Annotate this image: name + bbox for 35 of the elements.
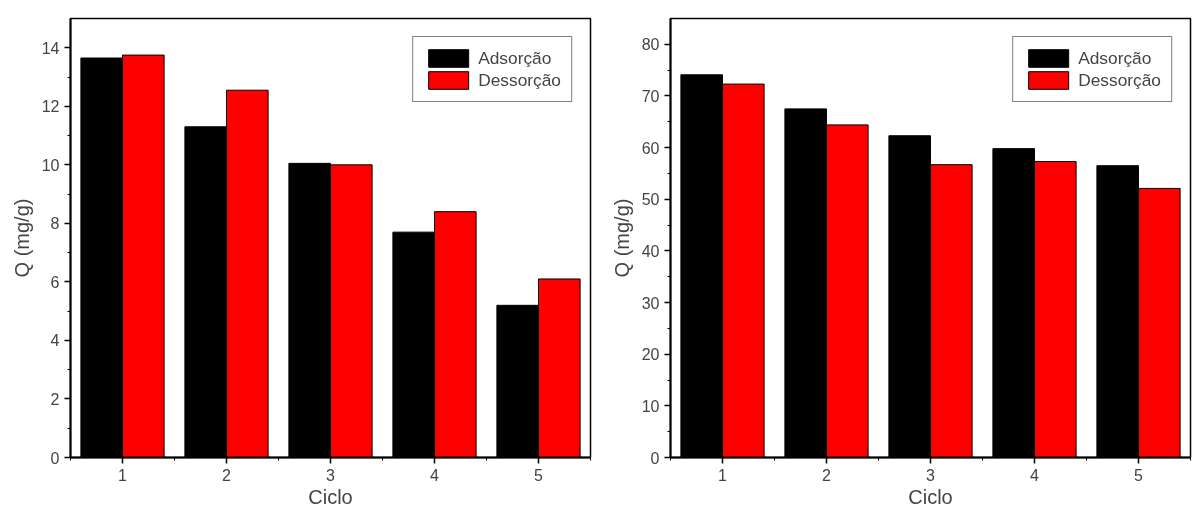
y-tick-label: 30 xyxy=(641,294,660,312)
x-tick-label: 2 xyxy=(822,466,832,484)
x-axis-title: Ciclo xyxy=(908,485,953,508)
x-tick-label: 4 xyxy=(1030,466,1040,484)
legend-label: Dessorção xyxy=(478,69,561,91)
y-tick-label: 80 xyxy=(641,36,660,54)
y-tick-label: 12 xyxy=(41,98,60,116)
y-tick-label: 4 xyxy=(50,332,60,350)
y-tick-label: 20 xyxy=(641,346,660,364)
y-tick-label: 10 xyxy=(641,397,660,415)
x-tick-label: 5 xyxy=(1134,466,1144,484)
y-tick-label: 6 xyxy=(50,273,60,291)
x-tick-label: 5 xyxy=(534,466,544,484)
x-axis-title: Ciclo xyxy=(308,485,353,508)
y-tick-label: 10 xyxy=(41,156,60,174)
legend-label: Adsorção xyxy=(478,47,552,69)
y-tick-label: 0 xyxy=(650,449,660,467)
x-tick-label: 1 xyxy=(118,466,128,484)
y-axis-title: Q (mg/g) xyxy=(610,198,633,278)
y-axis-title: Q (mg/g) xyxy=(10,198,33,278)
y-tick-label: 0 xyxy=(50,449,60,467)
x-tick-label: 4 xyxy=(430,466,440,484)
x-tick-label: 3 xyxy=(326,466,336,484)
y-tick-label: 50 xyxy=(641,191,660,209)
legend-label: Dessorção xyxy=(1078,69,1161,91)
y-tick-label: 14 xyxy=(41,39,60,57)
y-tick-label: 8 xyxy=(50,215,60,233)
x-tick-label: 2 xyxy=(222,466,232,484)
y-tick-label: 70 xyxy=(641,87,660,105)
x-tick-label: 3 xyxy=(926,466,936,484)
y-tick-label: 40 xyxy=(641,242,660,260)
y-tick-label: 60 xyxy=(641,139,660,157)
y-tick-label: 2 xyxy=(50,390,60,408)
x-tick-label: 1 xyxy=(718,466,728,484)
legend-label: Adsorção xyxy=(1078,47,1152,69)
